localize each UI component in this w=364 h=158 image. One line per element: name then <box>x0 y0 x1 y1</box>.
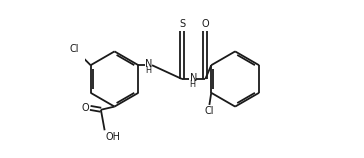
Text: Cl: Cl <box>205 106 214 116</box>
Text: H: H <box>190 80 196 89</box>
Text: Cl: Cl <box>70 44 79 54</box>
Text: S: S <box>179 19 185 29</box>
Text: OH: OH <box>106 132 120 142</box>
Text: O: O <box>82 103 89 113</box>
Text: N: N <box>146 59 153 69</box>
Text: O: O <box>202 19 209 29</box>
Text: N: N <box>190 73 197 83</box>
Text: H: H <box>146 66 152 75</box>
